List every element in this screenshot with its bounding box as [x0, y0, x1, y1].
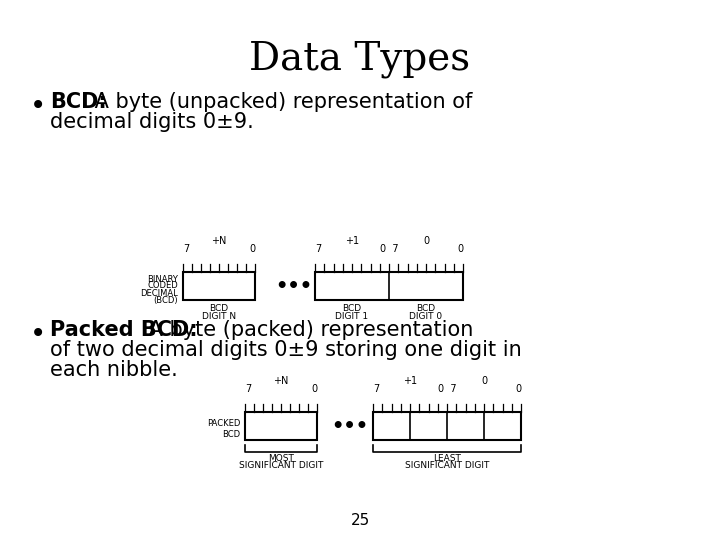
Text: Packed BCD:: Packed BCD:: [50, 320, 197, 340]
Text: 25: 25: [351, 513, 369, 528]
Text: PACKED: PACKED: [207, 418, 240, 428]
Text: 0: 0: [515, 383, 521, 394]
Text: of two decimal digits 0±9 storing one digit in: of two decimal digits 0±9 storing one di…: [50, 340, 522, 360]
Text: BCD: BCD: [210, 304, 228, 313]
Text: SIGNIFICANT DIGIT: SIGNIFICANT DIGIT: [239, 461, 323, 470]
Text: 0  7: 0 7: [438, 383, 456, 394]
Text: +1: +1: [345, 235, 359, 246]
Text: 0  7: 0 7: [379, 244, 398, 254]
Text: •: •: [30, 320, 46, 348]
Text: MOST: MOST: [268, 454, 294, 463]
Text: +N: +N: [274, 376, 289, 386]
Text: 0: 0: [423, 235, 429, 246]
Text: Data Types: Data Types: [249, 40, 471, 78]
Text: DIGIT 0: DIGIT 0: [410, 312, 443, 321]
Text: BCD: BCD: [343, 304, 361, 313]
Text: +1: +1: [403, 376, 417, 386]
Text: decimal digits 0±9.: decimal digits 0±9.: [50, 112, 253, 132]
Bar: [183, 272, 255, 300]
Text: CODED: CODED: [148, 281, 178, 291]
Text: DIGIT 1: DIGIT 1: [336, 312, 369, 321]
Text: DECIMAL: DECIMAL: [140, 288, 178, 298]
Text: •: •: [30, 92, 46, 120]
Bar: [373, 412, 521, 440]
Text: A byte (packed) representation: A byte (packed) representation: [142, 320, 473, 340]
Text: 7: 7: [183, 244, 189, 254]
Bar: [315, 272, 463, 300]
Text: SIGNIFICANT DIGIT: SIGNIFICANT DIGIT: [405, 461, 489, 470]
Text: A byte (unpacked) representation of: A byte (unpacked) representation of: [88, 92, 472, 112]
Text: 0: 0: [481, 376, 487, 386]
Text: (BCD): (BCD): [153, 295, 178, 305]
Text: BINARY: BINARY: [147, 274, 178, 284]
Text: BCD:: BCD:: [50, 92, 107, 112]
Text: 0: 0: [311, 383, 317, 394]
Text: DIGIT N: DIGIT N: [202, 312, 236, 321]
Text: 7: 7: [315, 244, 321, 254]
Text: 0: 0: [457, 244, 463, 254]
Text: each nibble.: each nibble.: [50, 360, 178, 380]
Text: •••: •••: [331, 416, 368, 435]
Bar: [245, 412, 317, 440]
Text: BCD: BCD: [416, 304, 436, 313]
Text: 7: 7: [373, 383, 379, 394]
Text: BCD: BCD: [222, 430, 240, 439]
Text: +N: +N: [211, 235, 227, 246]
Text: LEAST: LEAST: [433, 454, 461, 463]
Text: •••: •••: [275, 276, 312, 295]
Text: 7: 7: [245, 383, 251, 394]
Text: 0: 0: [249, 244, 255, 254]
